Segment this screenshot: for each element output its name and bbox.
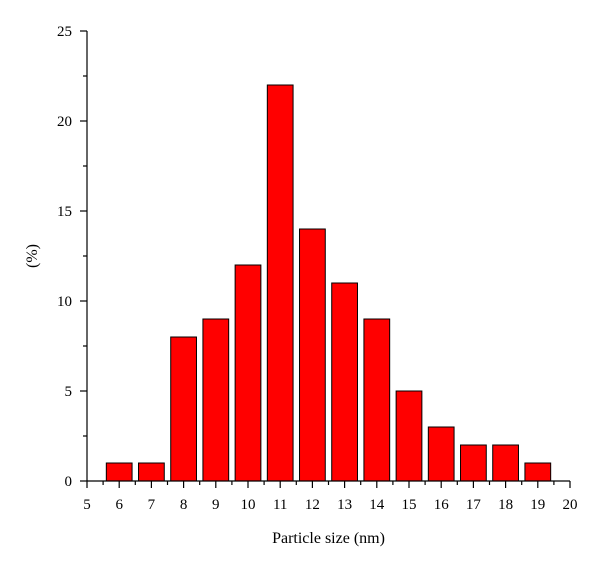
y-tick-label-20: 20	[57, 114, 72, 130]
y-tick-label-5: 5	[65, 384, 73, 400]
bar-8	[170, 336, 197, 482]
x-tick-label-7: 7	[148, 497, 156, 513]
x-tick-label-13: 13	[337, 497, 352, 513]
bar-12	[299, 228, 326, 482]
y-axis-title: (%)	[24, 244, 41, 268]
y-tick-label-0: 0	[65, 474, 73, 490]
x-tick-label-15: 15	[402, 497, 417, 513]
bar-18	[492, 444, 519, 482]
x-tick-label-18: 18	[498, 497, 513, 513]
axes-group	[86, 31, 570, 482]
bar-7	[138, 462, 165, 482]
x-tick-label-20: 20	[563, 497, 578, 513]
x-tick-label-10: 10	[241, 497, 256, 513]
x-tick-label-11: 11	[273, 497, 287, 513]
x-ticks-group: 5 6 7 8 9 10 11 12 13 14 15 16 17 18 19 20	[83, 481, 578, 513]
x-tick-label-12: 12	[305, 497, 320, 513]
bars-group	[105, 84, 552, 482]
x-tick-label-8: 8	[180, 497, 188, 513]
bar-14	[363, 318, 391, 482]
y-tick-label-15: 15	[57, 204, 72, 220]
x-tick-label-17: 17	[466, 497, 482, 513]
y-tick-label-10: 10	[57, 294, 72, 310]
bar-9	[202, 318, 230, 482]
x-axis-title: Particle size (nm)	[272, 530, 385, 547]
bar-17	[460, 444, 487, 482]
x-tick-label-5: 5	[83, 497, 91, 513]
bar-15	[395, 390, 423, 482]
bar-11	[266, 84, 294, 482]
bar-16	[427, 426, 455, 482]
x-tick-label-14: 14	[369, 497, 385, 513]
bar-6	[105, 462, 133, 482]
x-tick-label-6: 6	[115, 497, 123, 513]
bar-19	[524, 462, 552, 482]
y-ticks-group: 0 5 10 15 20 25	[57, 24, 87, 490]
bar-10	[234, 264, 262, 482]
bar-13	[331, 282, 358, 482]
y-tick-label-25: 25	[57, 24, 72, 40]
x-tick-label-9: 9	[212, 497, 220, 513]
x-tick-label-16: 16	[434, 497, 450, 513]
x-tick-label-19: 19	[530, 497, 545, 513]
